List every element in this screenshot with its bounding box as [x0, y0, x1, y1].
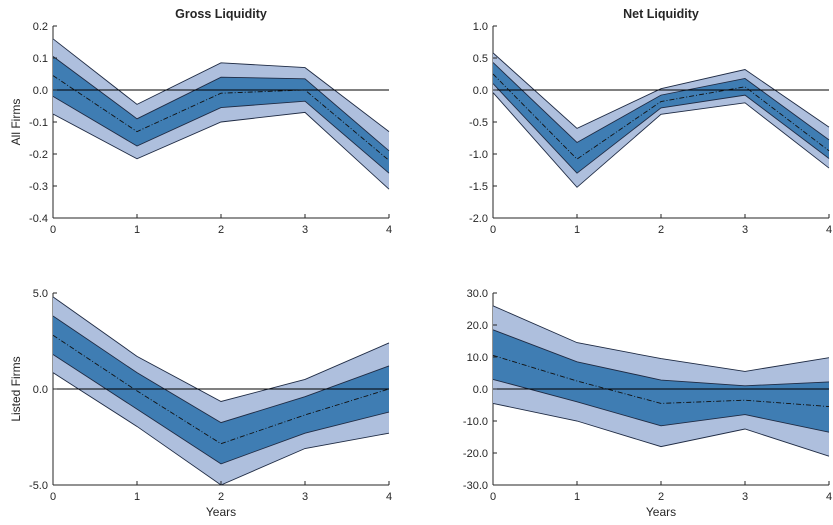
- x-tick-label: 3: [302, 224, 308, 236]
- x-tick-label: 3: [742, 491, 748, 503]
- outer-lower-bound-line: [492, 92, 830, 188]
- x-tick-label: 1: [574, 224, 580, 236]
- y-tick-label: -0.4: [29, 213, 48, 225]
- panel-net-liquidity-all-firms: -2.0 -1.5 -1.0 -0.5 0.0 0.5 1.0 0 1 2 3 4 Net Liquid…: [469, 7, 832, 236]
- y-tick-label: 20.0: [467, 320, 488, 332]
- x-tick-label: 2: [658, 491, 664, 503]
- x-axis-label: Years: [646, 505, 676, 519]
- y-tick-label: 0.0: [33, 85, 48, 97]
- inner-upper-bound-line: [52, 315, 390, 424]
- y-tick-label: -0.2: [29, 149, 48, 161]
- point-estimate-line: [52, 334, 390, 445]
- y-tick-label: 5.0: [33, 288, 48, 300]
- x-tick-label: 2: [218, 491, 224, 503]
- y-axis-label: Listed Firms: [9, 356, 23, 421]
- point-estimate-line: [52, 75, 390, 161]
- x-tick-label: 0: [490, 491, 496, 503]
- x-tick-label: 3: [742, 224, 748, 236]
- inner-upper-bound-line: [492, 62, 830, 144]
- x-tick-label: 2: [218, 224, 224, 236]
- inner-confidence-band: [493, 62, 829, 174]
- x-tick-label: 1: [574, 491, 580, 503]
- y-tick-label: 0.2: [33, 21, 48, 33]
- y-tick-label: 0.1: [33, 53, 48, 65]
- panel-title: Net Liquidity: [623, 7, 699, 21]
- y-axis-label: All Firms: [9, 99, 23, 146]
- inner-lower-bound-line: [492, 83, 830, 174]
- x-tick-label: 4: [386, 491, 392, 503]
- outer-lower-bound-line: [492, 402, 830, 457]
- x-tick-label: 4: [386, 224, 392, 236]
- y-tick-label: 30.0: [467, 288, 488, 300]
- inner-confidence-band: [493, 329, 829, 433]
- inner-lower-bound-line: [492, 378, 830, 433]
- panel-gross-liquidity-all-firms: -0.4 -0.3 -0.2 -0.1 0.0 0.1 0.2 0 1 2 3 4 Gross Liqu…: [9, 7, 392, 236]
- outer-confidence-band: [53, 38, 389, 190]
- x-axis-label: Years: [206, 505, 236, 519]
- outer-upper-bound-line: [492, 52, 830, 129]
- x-tick-label: 0: [50, 224, 56, 236]
- y-tick-label: -1.0: [469, 149, 488, 161]
- outer-confidence-band: [53, 296, 389, 485]
- outer-upper-bound-line: [492, 305, 830, 372]
- panel-title: Gross Liquidity: [175, 7, 267, 21]
- outer-lower-bound-line: [52, 111, 390, 190]
- y-tick-label: -10.0: [463, 416, 488, 428]
- point-estimate-line: [492, 73, 830, 160]
- y-tick-label: -1.5: [469, 181, 488, 193]
- panel-net-liquidity-listed-firms: -30.0 -20.0 -10.0 0.0 10.0 20.0 30.0 0 1 2 3 4 Years: [463, 288, 832, 519]
- y-tick-label: 10.0: [467, 352, 488, 364]
- y-tick-label: -5.0: [29, 480, 48, 492]
- y-tick-label: 0.0: [473, 384, 488, 396]
- inner-upper-bound-line: [492, 329, 830, 387]
- inner-confidence-band: [53, 316, 389, 464]
- x-tick-label: 1: [134, 224, 140, 236]
- x-tick-label: 1: [134, 491, 140, 503]
- outer-upper-bound-line: [52, 296, 390, 402]
- y-tick-label: -0.1: [29, 117, 48, 129]
- y-tick-label: 1.0: [473, 21, 488, 33]
- inner-lower-bound-line: [52, 96, 390, 174]
- y-tick-label: 0.0: [473, 85, 488, 97]
- y-tick-label: 0.0: [33, 384, 48, 396]
- y-tick-label: -0.5: [469, 117, 488, 129]
- inner-upper-bound-line: [52, 56, 390, 152]
- inner-lower-bound-line: [52, 354, 390, 465]
- y-tick-label: -0.3: [29, 181, 48, 193]
- x-tick-label: 2: [658, 224, 664, 236]
- y-tick-label: -30.0: [463, 480, 488, 492]
- panel-gross-liquidity-listed-firms: -5.0 0.0 5.0 0 1 2 3 4 Listed Firms Years: [9, 288, 392, 519]
- point-estimate-line: [492, 354, 830, 408]
- x-tick-label: 0: [490, 224, 496, 236]
- y-tick-label: 0.5: [473, 53, 488, 65]
- y-tick-label: -20.0: [463, 448, 488, 460]
- y-tick-label: -2.0: [469, 213, 488, 225]
- outer-upper-bound-line: [52, 38, 390, 132]
- x-tick-label: 3: [302, 491, 308, 503]
- x-tick-label: 4: [826, 491, 832, 503]
- inner-confidence-band: [53, 56, 389, 174]
- x-tick-label: 4: [826, 224, 832, 236]
- x-tick-label: 0: [50, 491, 56, 503]
